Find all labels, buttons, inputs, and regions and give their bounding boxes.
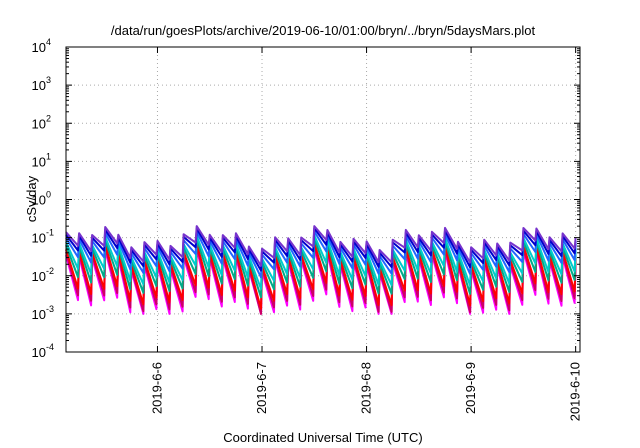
y-tick-label-base: 10: [32, 116, 46, 131]
y-tick-label-base: 10: [32, 307, 46, 322]
series-line: [65, 241, 577, 310]
y-tick-label-exponent: 0: [46, 190, 51, 200]
y-tick-label-base: 10: [32, 193, 46, 208]
y-tick-label: 10 3: [32, 75, 51, 93]
y-tick-label: 10 -4: [32, 342, 54, 360]
x-tick-label: 2019-6-6: [149, 362, 164, 414]
x-tick-label: 2019-6-9: [463, 362, 478, 414]
chart-title: /data/run/goesPlots/archive/2019-06-10/0…: [111, 23, 536, 38]
y-tick-label-exponent: -2: [46, 266, 54, 276]
y-tick-label-base: 10: [32, 231, 46, 246]
y-tick-label-exponent: 3: [46, 75, 51, 85]
y-tick-label: 10 -3: [32, 304, 54, 322]
series-line: [65, 247, 577, 315]
series-layer: [65, 225, 577, 315]
series-line: [65, 227, 577, 272]
series-line: [65, 225, 577, 267]
y-tick-label-base: 10: [32, 40, 46, 55]
y-tick-label: 10 -2: [32, 266, 54, 284]
y-tick-label-exponent: 2: [46, 113, 51, 123]
series-line: [65, 230, 577, 279]
y-tick-label: 10 2: [32, 113, 51, 131]
y-tick-label-base: 10: [32, 78, 46, 93]
x-tick-label: 2019-6-7: [254, 362, 269, 414]
y-tick-label: 10 -1: [32, 228, 54, 246]
y-tick-label-base: 10: [32, 154, 46, 169]
x-tick-label: 2019-6-10: [568, 362, 583, 421]
y-tick-label-exponent: -1: [46, 228, 54, 238]
y-tick-label-exponent: 1: [46, 151, 51, 161]
y-tick-label: 10 4: [32, 37, 51, 55]
x-tick-label: 2019-6-8: [359, 362, 374, 414]
y-tick-label-exponent: 4: [46, 37, 51, 47]
series-line: [65, 234, 577, 290]
series-line: [65, 244, 577, 315]
y-tick-label-base: 10: [32, 269, 46, 284]
y-tick-label: 10 1: [32, 151, 51, 169]
series-line: [65, 237, 577, 299]
y-tick-label-exponent: -3: [46, 304, 54, 314]
y-tick-label-exponent: -4: [46, 342, 54, 352]
x-ticks: 2019-6-6 2019-6-7 2019-6-8 2019-6-9 2019-6-1…: [149, 47, 583, 421]
y-tick-label: 10 0: [32, 190, 51, 208]
y-tick-label-base: 10: [32, 345, 46, 360]
y-axis-label: cSv/day: [24, 175, 39, 222]
x-axis-label: Coordinated Universal Time (UTC): [223, 430, 422, 445]
